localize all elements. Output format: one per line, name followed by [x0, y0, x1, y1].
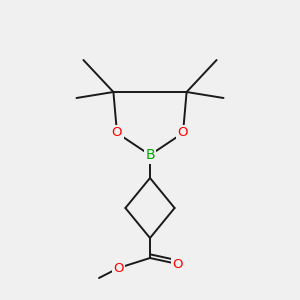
Text: O: O	[112, 127, 122, 140]
Text: O: O	[178, 127, 188, 140]
Text: O: O	[113, 262, 124, 275]
Text: O: O	[172, 257, 183, 271]
Text: B: B	[145, 148, 155, 162]
